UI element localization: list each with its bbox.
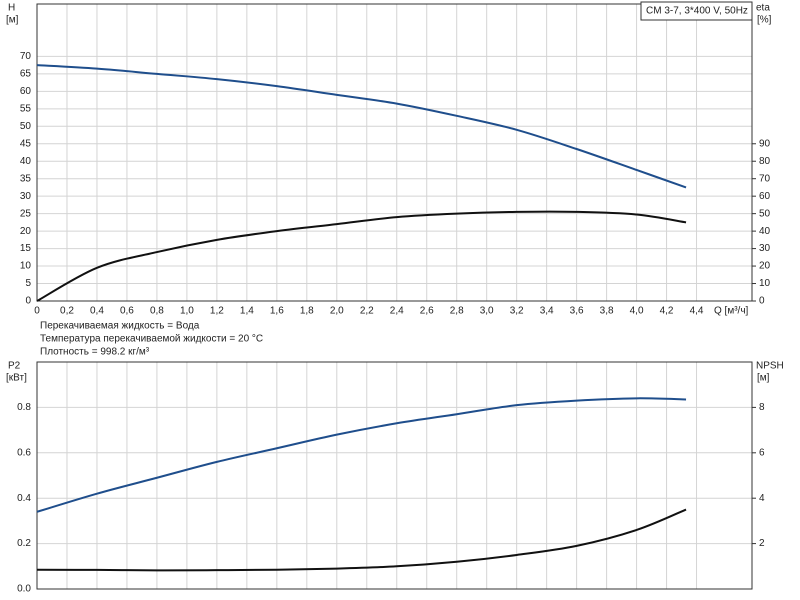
- x-tick-label: 0,6: [120, 306, 134, 317]
- x-tick-label: 2,4: [390, 306, 404, 317]
- y2-tick-label: 20: [759, 261, 771, 272]
- y2-tick-label: 80: [759, 156, 771, 167]
- y2-tick-label: 2: [759, 538, 765, 549]
- y-axis-label: P2: [8, 361, 21, 372]
- annotation: Плотность = 998.2 кг/м³: [40, 347, 150, 358]
- x-tick-label: 3,4: [540, 306, 554, 317]
- y-tick-label: 10: [20, 261, 32, 272]
- x-tick-label: 2,8: [450, 306, 464, 317]
- y2-tick-label: 10: [759, 278, 771, 289]
- x-tick-label: 4,4: [690, 306, 704, 317]
- x-tick-label: 3,0: [480, 306, 494, 317]
- x-tick-label: 4,2: [660, 306, 674, 317]
- x-tick-label: 0,8: [150, 306, 164, 317]
- y-tick-label: 20: [20, 226, 32, 237]
- plot-frame: [36, 361, 753, 590]
- x-tick-label: 0,4: [90, 306, 104, 317]
- y-tick-label: 0.8: [17, 402, 31, 413]
- y-axis-label: H: [8, 3, 15, 14]
- y-tick-label: 0.4: [17, 493, 31, 504]
- y2-tick-label: 8: [759, 402, 765, 413]
- annotation: Температура перекачиваемой жидкости = 20…: [40, 334, 263, 345]
- y2-tick-label: 30: [759, 243, 771, 254]
- x-tick-label: 2,6: [420, 306, 434, 317]
- y-tick-label: 0.6: [17, 447, 31, 458]
- y2-axis-unit: [%]: [757, 15, 772, 26]
- plot-frame: [36, 3, 753, 302]
- x-tick-label: 3,6: [570, 306, 584, 317]
- x-axis-label: Q [м³/ч]: [714, 306, 749, 317]
- y2-tick-label: 50: [759, 208, 771, 219]
- y-tick-label: 40: [20, 156, 32, 167]
- y-tick-label: 50: [20, 121, 32, 132]
- x-tick-label: 3,2: [510, 306, 524, 317]
- x-tick-label: 3,8: [600, 306, 614, 317]
- x-tick-label: 1,6: [270, 306, 284, 317]
- y2-tick-label: 6: [759, 447, 765, 458]
- curve: [36, 508, 687, 572]
- y2-axis-unit: [м]: [757, 373, 770, 384]
- y-axis-unit: [кВт]: [6, 373, 27, 384]
- x-tick-label: 4,0: [630, 306, 644, 317]
- x-tick-label: 1,2: [210, 306, 224, 317]
- y-tick-label: 0.2: [17, 538, 31, 549]
- y-tick-label: 5: [25, 278, 31, 289]
- curve: [36, 210, 687, 302]
- y2-axis-label: eta: [756, 3, 770, 14]
- y2-tick-label: 40: [759, 226, 771, 237]
- legend-title: CM 3-7, 3*400 V, 50Hz: [646, 6, 748, 17]
- y2-tick-label: 0: [759, 296, 765, 307]
- curve: [36, 64, 687, 189]
- y-tick-label: 30: [20, 191, 32, 202]
- x-tick-label: 1,8: [300, 306, 314, 317]
- x-tick-label: 0: [34, 306, 40, 317]
- x-tick-label: 2,0: [330, 306, 344, 317]
- y-tick-label: 45: [20, 138, 32, 149]
- y-tick-label: 25: [20, 208, 32, 219]
- y2-tick-label: 4: [759, 493, 765, 504]
- x-tick-label: 0,2: [60, 306, 74, 317]
- y-tick-label: 60: [20, 86, 32, 97]
- y-tick-label: 65: [20, 69, 32, 80]
- y-axis-unit: [м]: [6, 15, 19, 26]
- annotation: Перекачиваемая жидкость = Вода: [40, 321, 200, 332]
- y2-tick-label: 90: [759, 138, 771, 149]
- y2-axis-label: NPSH: [756, 361, 784, 372]
- y-tick-label: 35: [20, 173, 32, 184]
- y-tick-label: 70: [20, 51, 32, 62]
- curve: [36, 397, 687, 513]
- legend-box: [640, 1, 753, 21]
- y-tick-label: 0: [25, 296, 31, 307]
- x-tick-label: 1,4: [240, 306, 254, 317]
- y-tick-label: 55: [20, 103, 32, 114]
- x-tick-label: 2,2: [360, 306, 374, 317]
- y-tick-label: 15: [20, 243, 32, 254]
- y-tick-label: 0.0: [17, 584, 31, 595]
- y2-tick-label: 70: [759, 173, 771, 184]
- x-tick-label: 1,0: [180, 306, 194, 317]
- y2-tick-label: 60: [759, 191, 771, 202]
